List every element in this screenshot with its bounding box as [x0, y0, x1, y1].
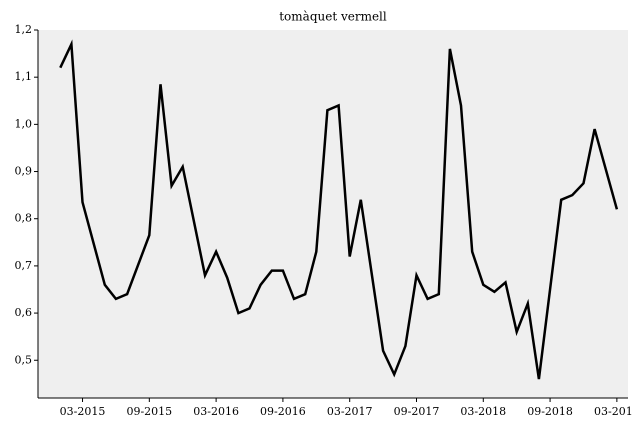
plot-background — [38, 30, 628, 398]
y-tick-label: 1,0 — [15, 117, 33, 130]
y-tick-label: 0,6 — [15, 306, 33, 319]
y-tick-label: 1,1 — [15, 70, 33, 83]
y-tick-label: 0,7 — [15, 259, 33, 272]
data-line — [59, 39, 619, 380]
x-tick-label: 03-2015 — [60, 405, 106, 418]
chart-title: tomàquet vermell — [279, 10, 387, 24]
x-tick-label: 03-2018 — [460, 405, 506, 418]
x-tick-label: 03-2016 — [193, 405, 239, 418]
x-tick-label: 03-2017 — [327, 405, 373, 418]
y-tick-label: 0,9 — [15, 165, 33, 178]
x-tick-label: 09-2018 — [527, 405, 573, 418]
x-tick-label: 09-2016 — [260, 405, 306, 418]
x-tick-label: 09-2015 — [126, 405, 172, 418]
x-tick-label: 03-2019 — [594, 405, 633, 418]
y-tick-label: 1,2 — [15, 23, 33, 36]
x-tick-label: 09-2017 — [394, 405, 440, 418]
y-tick-label: 0,8 — [15, 212, 33, 225]
y-tick-label: 0,5 — [15, 353, 33, 366]
